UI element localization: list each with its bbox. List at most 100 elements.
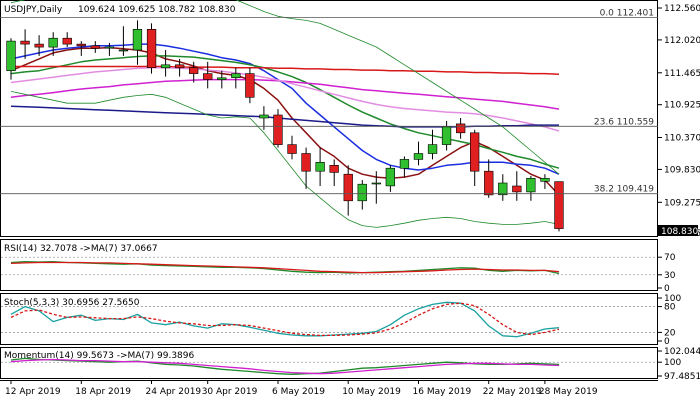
candle-body-bull [48,37,58,48]
candle [6,38,16,80]
price-axis-label: 110.370 [664,134,700,144]
candle-body-bull [540,178,550,182]
candle-body-bear [455,123,466,134]
candle-body-bull [315,162,325,172]
candle [399,156,410,178]
stoch-axis-label: 0 [664,337,670,347]
overlay-line-ema_fast [10,46,560,196]
candle-body-bear [287,144,297,154]
candle-body-bull [441,126,452,145]
candle [343,165,353,216]
candle-body-bull [498,182,508,196]
stoch-pane-frame [0,293,658,345]
candle [48,32,58,56]
overlay-line-ema_blue [10,43,560,175]
x-axis-label: 6 May 2019 [272,387,325,397]
candle-body-bear [469,132,480,172]
x-axis-label: 16 May 2019 [413,387,472,397]
candle [455,118,466,139]
price-axis-label: 109.275 [664,198,700,208]
stoch-series-line-0 [10,301,560,338]
rsi-series-line-0 [10,260,560,275]
candle-body-bear [554,181,564,229]
candle-body-bear [343,173,353,202]
candle-body-bear [512,185,522,193]
candle-body-bear [189,67,199,74]
candle-body-bear [90,45,100,49]
candle [62,32,72,47]
candle-body-bear [146,28,157,69]
candle [498,174,508,201]
candle [371,171,381,204]
overlay-line-ema_green [10,55,560,169]
candle [512,171,522,201]
candle [526,175,536,201]
candle-body-bear [301,153,311,172]
candle-body-bull [118,49,129,52]
candle-body-bull [132,28,143,51]
x-axis-label: 30 Apr 2019 [202,387,258,397]
candle [189,61,199,83]
momentum-axis-label: 102.0449 [664,347,700,357]
candle-body-bull [427,144,438,154]
candle [90,41,100,53]
x-axis-label: 24 Apr 2019 [146,387,202,397]
momentum-axis-label: 97.4851 [664,372,700,382]
candle-body-bull [526,178,536,193]
candle-body-bull [399,159,410,169]
candle-body-bear [273,114,283,145]
candle [160,50,171,77]
stoch-axis-label: 80 [664,303,676,313]
stoch-series-line-1 [10,302,560,337]
last-price-label: 108.830 [661,227,698,237]
candle [231,67,241,89]
momentum-series-line-1 [10,358,560,375]
rsi-axis-label: 0 [664,284,670,294]
candle [203,61,213,89]
momentum-pane-title: Momentum(14) 99.5673 ->MA(7) 99.3896 [4,351,195,361]
candle-body-bull [104,46,114,49]
candle-body-bull [357,183,367,202]
overlay-line-ema_red [11,65,560,75]
x-axis-label: 10 May 2019 [342,387,401,397]
candle-body-bear [484,170,494,196]
candle-body-bear [175,64,185,69]
candle-body-bear [245,73,255,98]
price-axis-label: 112.020 [664,36,700,46]
candle-body-bull [6,40,16,71]
price-axis-label: 112.560 [664,4,700,14]
candle-body-bear [34,43,44,48]
candle-body-bull [413,153,424,160]
candle-body-bull [385,167,395,187]
price-axis-label: 109.830 [664,165,700,175]
candle [554,181,564,232]
price-ohlc-readout: 109.624 109.625 108.782 108.830 [78,5,236,15]
candle-body-bull [371,182,381,185]
x-axis-label: 18 Apr 2019 [75,387,131,397]
candle-body-bear [203,73,213,80]
x-axis-label: 28 May 2019 [539,387,598,397]
candle-body-bear [76,43,86,47]
momentum-pane-frame [0,347,658,379]
fib-level-label: 38.2 109.419 [594,185,654,195]
candle [441,120,452,151]
candle [413,141,424,166]
x-axis-label: 12 Apr 2019 [5,387,61,397]
x-axis-label: 22 May 2019 [483,387,542,397]
momentum-axis-label: 100 [664,358,681,368]
candle [484,159,494,198]
rsi-pane-frame [0,239,658,291]
candle-body-bull [231,73,241,78]
price-axis-label: 111.465 [664,69,700,79]
stoch-axis-label: 20 [664,328,676,338]
candle [217,70,227,89]
rsi-axis-label: 30 [664,271,676,281]
candle [104,42,114,56]
price-axis-label: 110.925 [664,101,700,111]
candle [469,129,480,186]
candle [34,35,44,56]
candle [118,26,129,56]
overlay-line-bb-8 [10,91,560,228]
fib-level-label: 0.0 112.401 [600,8,654,18]
price-pane-title: USDJPY,Daily [4,5,63,15]
